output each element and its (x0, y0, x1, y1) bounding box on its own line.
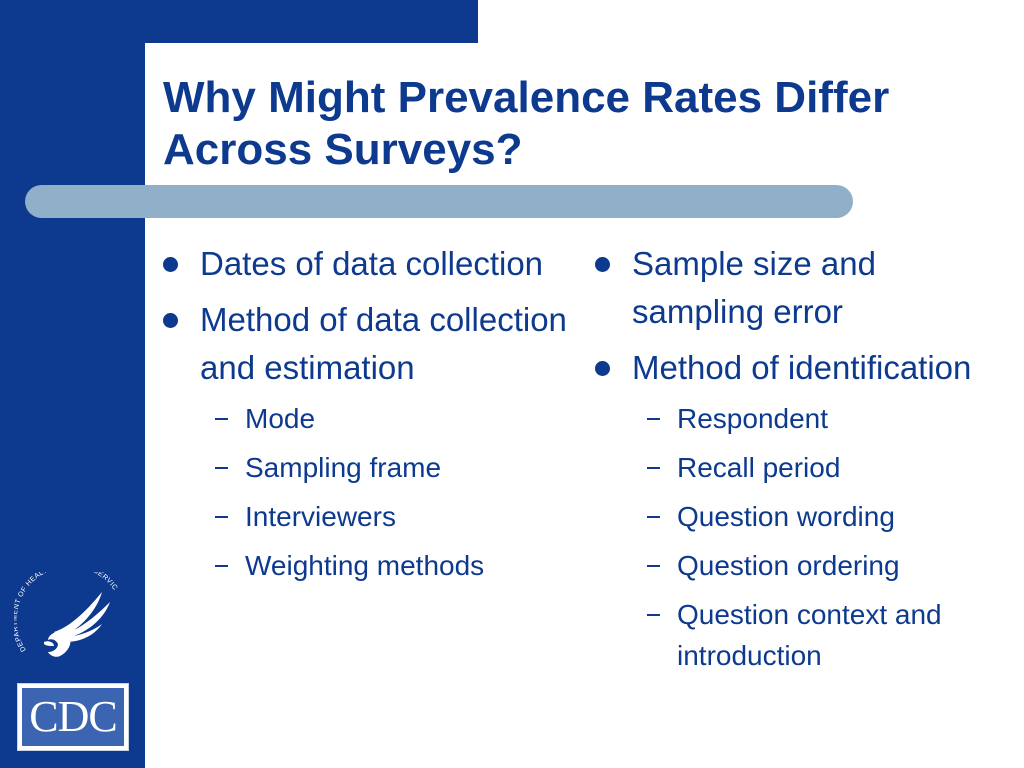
sub-item: Interviewers (163, 496, 573, 537)
cdc-logo: CDC (17, 683, 129, 751)
hhs-seal-logo: DEPARTMENT OF HEALTH & HUMAN SERVICES · … (14, 572, 118, 657)
cdc-logo-text: CDC (22, 688, 124, 746)
sub-item-text: Weighting methods (245, 550, 485, 581)
bullet-dot-icon (163, 313, 178, 328)
dash-icon (647, 565, 660, 567)
dash-icon (215, 467, 228, 469)
sub-item: Mode (163, 398, 573, 439)
sub-item: Question ordering (595, 545, 1015, 586)
sub-item: Respondent (595, 398, 1015, 439)
top-blue-band (145, 0, 478, 43)
bullet-text: Dates of data collection (200, 245, 544, 282)
sub-item-text: Sampling frame (245, 452, 442, 483)
sub-item: Question wording (595, 496, 1015, 537)
content-area (145, 43, 1024, 768)
slide-title: Why Might Prevalence Rates Differ Across… (163, 73, 890, 174)
bullet-text: Sample size and sampling error (632, 245, 876, 330)
bullet-dot-icon (595, 361, 610, 376)
bullet-item: Method of identification (595, 344, 1015, 392)
dash-icon (647, 614, 660, 616)
sub-item: Sampling frame (163, 447, 573, 488)
bullet-text: Method of identification (632, 349, 972, 386)
bullet-text: Method of data collection and estimation (200, 301, 567, 386)
eagle-icon (44, 592, 110, 657)
sub-item-text: Mode (245, 403, 316, 434)
title-divider-bar (25, 185, 853, 218)
sub-item: Weighting methods (163, 545, 573, 586)
sub-item-text: Question wording (677, 501, 895, 532)
bullet-item: Dates of data collection (163, 240, 573, 288)
dash-icon (215, 516, 228, 518)
sub-item: Question context and introduction (595, 594, 1015, 676)
dash-icon (647, 418, 660, 420)
right-column: Sample size and sampling error Method of… (595, 240, 1015, 684)
sub-item: Recall period (595, 447, 1015, 488)
dash-icon (215, 418, 228, 420)
sub-item-text: Respondent (677, 403, 829, 434)
bullet-dot-icon (595, 257, 610, 272)
sub-item-text: Question context and introduction (677, 599, 942, 671)
left-column: Dates of data collection Method of data … (163, 240, 573, 594)
bullet-item: Method of data collection and estimation (163, 296, 573, 392)
sub-item-text: Interviewers (245, 501, 396, 532)
bullet-item: Sample size and sampling error (595, 240, 1015, 336)
sub-item-text: Question ordering (677, 550, 900, 581)
bullet-dot-icon (163, 257, 178, 272)
sub-list: Mode Sampling frame Interviewers Weighti… (163, 398, 573, 586)
dash-icon (647, 516, 660, 518)
sub-item-text: Recall period (677, 452, 841, 483)
dash-icon (647, 467, 660, 469)
dash-icon (215, 565, 228, 567)
sub-list: Respondent Recall period Question wordin… (595, 398, 1015, 676)
